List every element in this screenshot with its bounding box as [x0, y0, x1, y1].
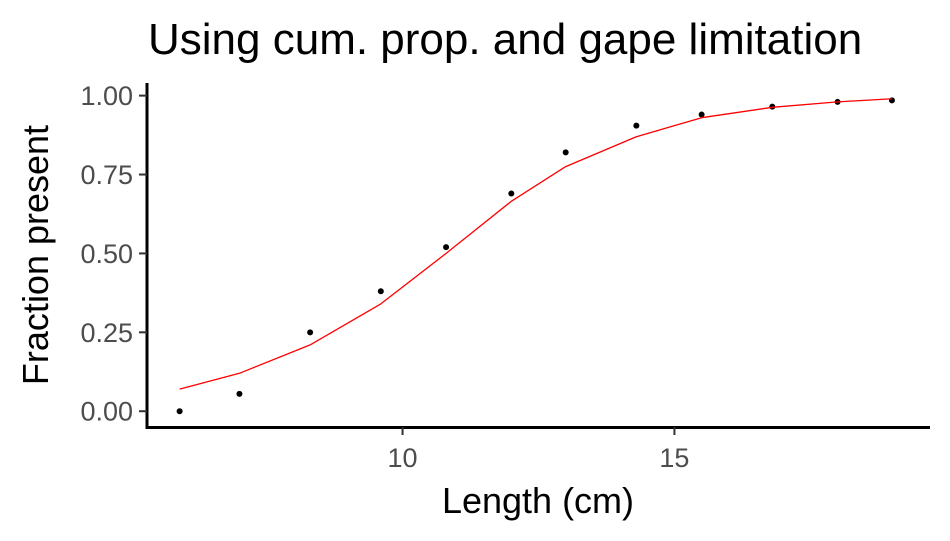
- x-tick-label: 15: [659, 443, 689, 473]
- data-point: [176, 408, 183, 415]
- data-point: [633, 122, 640, 129]
- chart-title: Using cum. prop. and gape limitation: [148, 15, 862, 64]
- data-point: [236, 390, 243, 397]
- data-point: [698, 111, 705, 118]
- y-tick-label: 1.00: [80, 81, 133, 111]
- y-tick-label: 0.75: [80, 160, 133, 190]
- y-tick-label: 0.50: [80, 239, 133, 269]
- x-tick-label: 10: [388, 443, 418, 473]
- data-point: [562, 149, 569, 156]
- y-tick-label: 0.00: [80, 397, 133, 427]
- data-point: [443, 244, 450, 251]
- fitted-curve: [179, 98, 892, 390]
- y-tick-label: 0.25: [80, 318, 133, 348]
- data-point: [377, 288, 384, 295]
- plot-area: [176, 97, 895, 415]
- x-axis-title: Length (cm): [442, 480, 634, 521]
- data-point: [307, 329, 314, 336]
- data-point: [888, 97, 895, 104]
- y-axis-title: Fraction present: [15, 125, 56, 385]
- axes: 0.00 0.25 0.50 0.75 1.00 10 15: [80, 81, 930, 473]
- data-point: [508, 190, 515, 197]
